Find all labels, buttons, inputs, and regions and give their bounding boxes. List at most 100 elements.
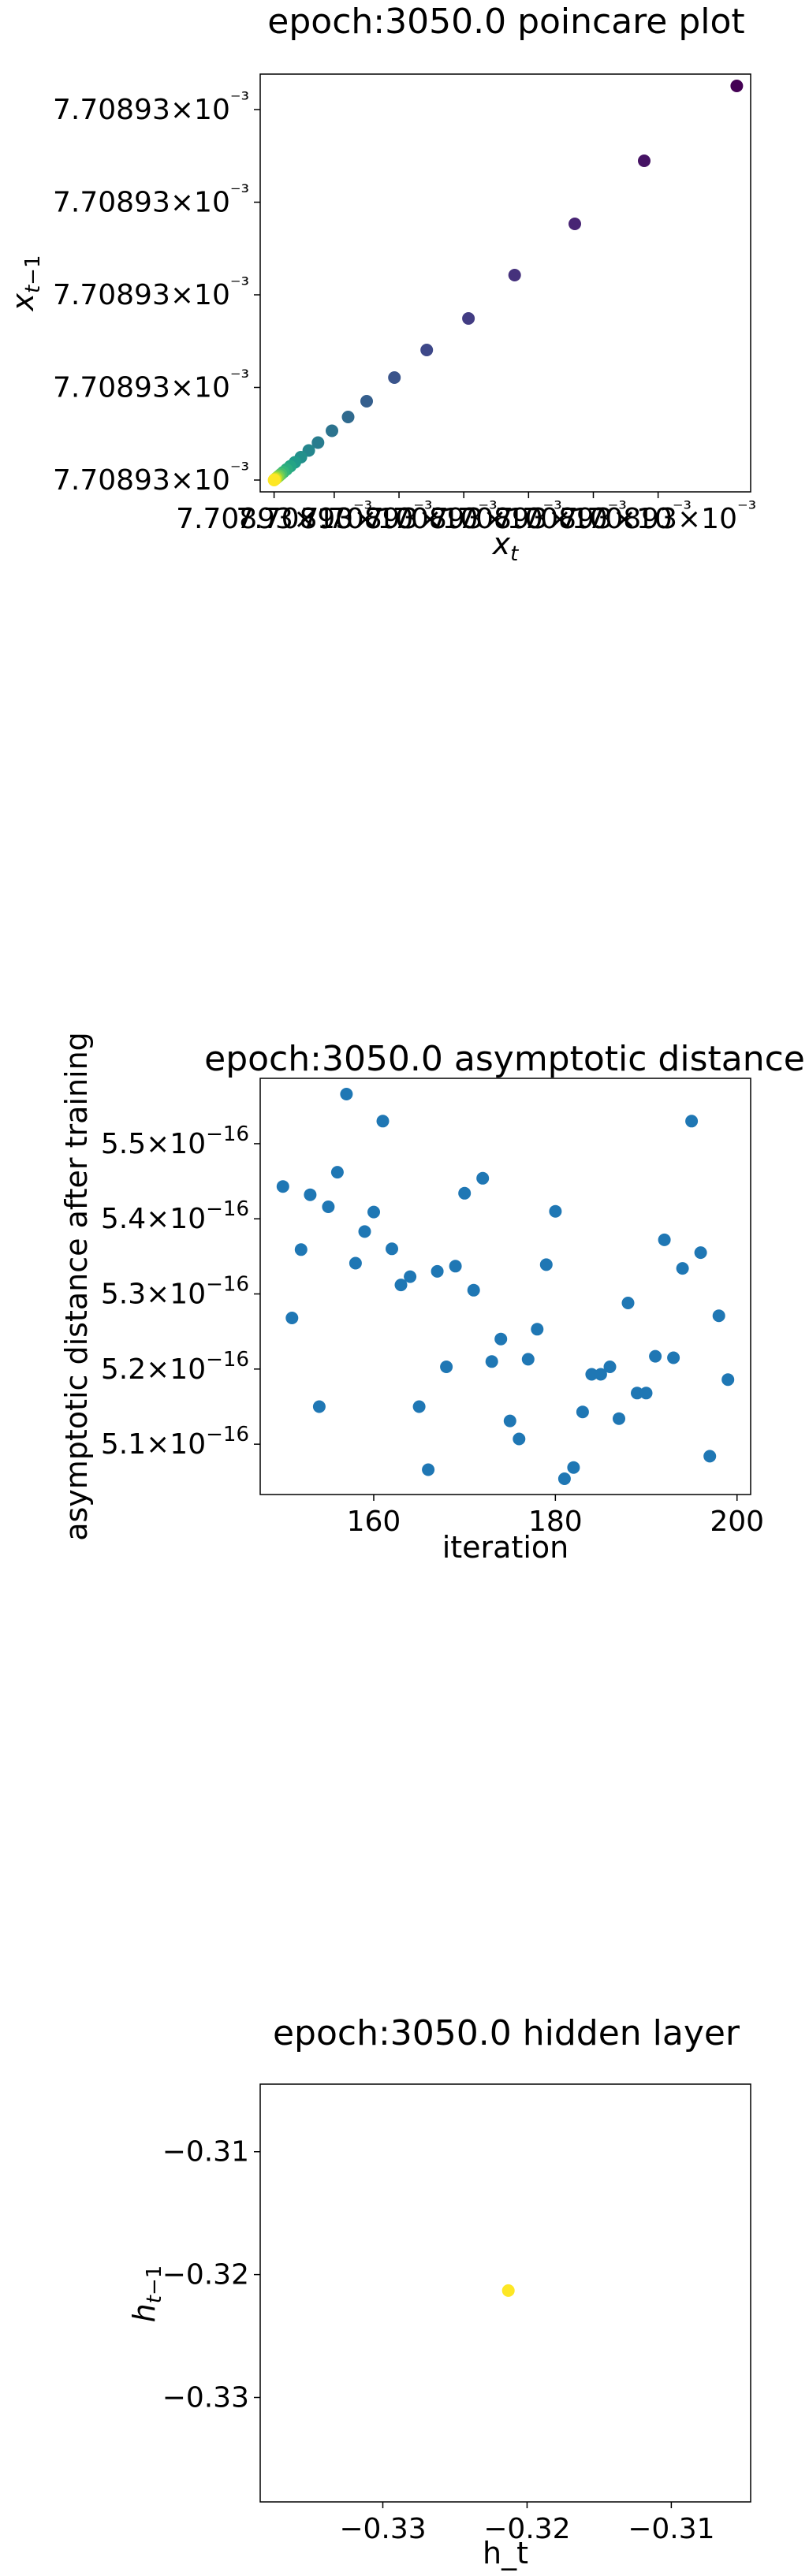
- poincare-point: [267, 474, 281, 486]
- poincare-point: [730, 80, 744, 92]
- asymptotic-distance-x-tick-label: 200: [710, 1506, 764, 1538]
- hidden-layer-y-tick-label: −0.32: [162, 2259, 249, 2291]
- poincare-y-tick-label: 7.70893×10⁻³: [53, 88, 249, 126]
- asymptotic-distance-point: [476, 1171, 490, 1185]
- poincare-x-tick-label: 7.70893×10⁻³: [176, 497, 372, 535]
- asymptotic-distance-point: [494, 1332, 508, 1346]
- poincare-point: [508, 269, 521, 281]
- hidden-layer-points: [501, 2284, 515, 2297]
- asymptotic-distance-point: [539, 1258, 553, 1271]
- asymptotic-distance-point: [667, 1351, 680, 1364]
- hidden-layer-y-ticks: −0.31 −0.32 −0.33: [162, 2136, 260, 2414]
- asymptotic-distance-point: [340, 1088, 353, 1100]
- asymptotic-distance-y-tick-label: 5.4×10−16: [101, 1197, 249, 1235]
- asymptotic-distance-point: [513, 1432, 526, 1446]
- asymptotic-distance-y-tick-label: 5.1×10−16: [101, 1423, 249, 1461]
- asymptotic-distance-point: [330, 1166, 344, 1179]
- asymptotic-distance-point: [376, 1115, 390, 1128]
- poincare-point: [420, 344, 434, 356]
- poincare-x-tick-label: 7.70893×10⁻³: [495, 497, 692, 535]
- asymptotic-distance-point: [467, 1283, 480, 1297]
- asymptotic-distance-y-axis-label: asymptotic distance after training: [59, 1032, 94, 1541]
- asymptotic-distance-point: [721, 1373, 735, 1387]
- poincare-point: [341, 411, 355, 423]
- poincare-point: [360, 395, 373, 408]
- asymptotic-distance-point: [703, 1450, 717, 1463]
- poincare-y-ticks: 7.70893×10⁻³ 7.70893×10⁻³ 7.70893×10⁻³ 7.70…: [53, 88, 260, 497]
- poincare-plot-panel: epoch:3050.0 poincare plot 7.70893×10⁻³7…: [6, 2, 756, 566]
- asymptotic-distance-point: [658, 1233, 671, 1246]
- asymptotic-distance-point: [422, 1463, 435, 1476]
- asymptotic-distance-point: [304, 1188, 317, 1201]
- hidden-layer-x-tick-label: −0.33: [339, 2513, 426, 2545]
- asymptotic-distance-point: [312, 1400, 326, 1413]
- asymptotic-distance-point: [639, 1387, 653, 1400]
- asymptotic-distance-x-tick-label: 160: [347, 1506, 401, 1538]
- asymptotic-distance-point: [567, 1461, 580, 1474]
- hidden-layer-panel: epoch:3050.0 hidden layer −0.31 −0.32 −0.3…: [127, 2013, 751, 2570]
- poincare-x-tick-label: 7.70893×10⁻³: [301, 497, 498, 535]
- asymptotic-distance-point: [431, 1264, 444, 1278]
- poincare-y-tick-label: 7.70893×10⁻³: [53, 459, 249, 497]
- poincare-x-tick-label: 7.70893×10⁻³: [431, 497, 627, 535]
- asymptotic-distance-point: [594, 1368, 607, 1381]
- asymptotic-distance-x-ticks: 160 180 200: [347, 1495, 764, 1538]
- asymptotic-distance-point: [576, 1405, 589, 1419]
- poincare-points: [267, 80, 744, 486]
- asymptotic-distance-point: [521, 1353, 535, 1366]
- poincare-point: [311, 436, 325, 449]
- hidden-layer-x-ticks: −0.33 −0.32 −0.31: [339, 2502, 715, 2545]
- asymptotic-distance-point: [404, 1270, 417, 1283]
- asymptotic-distance-point: [440, 1361, 453, 1373]
- asymptotic-distance-y-tick-label: 5.5×10−16: [101, 1122, 249, 1160]
- asymptotic-distance-point: [503, 1414, 516, 1428]
- asymptotic-distance-point: [449, 1260, 462, 1273]
- poincare-y-tick-label: 7.70893×10⁻³: [53, 367, 249, 404]
- asymptotic-distance-point: [367, 1205, 380, 1219]
- poincare-x-tick-label: 7.70893×10⁻³: [236, 497, 432, 535]
- asymptotic-distance-point: [676, 1262, 689, 1275]
- asymptotic-distance-point: [557, 1472, 571, 1485]
- asymptotic-distance-point: [412, 1400, 426, 1413]
- poincare-x-axis-label: xt: [492, 527, 520, 566]
- asymptotic-distance-point: [349, 1256, 362, 1270]
- hidden-layer-y-tick-label: −0.31: [162, 2136, 249, 2168]
- asymptotic-distance-y-tick-label: 5.3×10−16: [101, 1273, 249, 1311]
- asymptotic-distance-title: epoch:3050.0 asymptotic distance: [204, 1039, 805, 1079]
- asymptotic-distance-point: [694, 1246, 707, 1260]
- asymptotic-distance-point: [621, 1297, 635, 1309]
- poincare-point: [569, 218, 581, 230]
- hidden-layer-y-axis-label: ht−1: [127, 2265, 166, 2323]
- asymptotic-distance-point: [294, 1243, 308, 1256]
- asymptotic-distance-plot-area: [259, 1078, 751, 1495]
- asymptotic-distance-panel: epoch:3050.0 asymptotic distance 5.1×10−…: [59, 1032, 805, 1565]
- asymptotic-distance-y-tick-label: 5.2×10−16: [101, 1348, 249, 1386]
- hidden-layer-point: [501, 2284, 515, 2297]
- asymptotic-distance-point: [358, 1225, 371, 1238]
- poincare-point: [388, 371, 401, 384]
- poincare-y-tick-label: 7.70893×10⁻³: [53, 181, 249, 219]
- asymptotic-distance-y-ticks: 5.1×10−16 5.2×10−16 5.3×10−16 5.4×10−16 5.5×…: [101, 1122, 260, 1461]
- asymptotic-distance-point: [613, 1412, 625, 1425]
- asymptotic-distance-point: [276, 1180, 289, 1193]
- asymptotic-distance-x-tick-label: 180: [528, 1506, 583, 1538]
- asymptotic-distance-point: [285, 1312, 299, 1324]
- hidden-layer-title: epoch:3050.0 hidden layer: [273, 2013, 740, 2053]
- hidden-layer-x-axis-label: h_t: [483, 2536, 528, 2570]
- asymptotic-distance-point: [603, 1361, 617, 1373]
- asymptotic-distance-points: [276, 1088, 735, 1485]
- poincare-y-axis-label: xt−1: [6, 255, 45, 311]
- poincare-plot-area: [259, 73, 751, 493]
- asymptotic-distance-point: [685, 1115, 699, 1128]
- asymptotic-distance-point: [631, 1387, 643, 1400]
- asymptotic-distance-point: [322, 1201, 335, 1213]
- poincare-point: [326, 424, 338, 437]
- hidden-layer-plot-area: [259, 2083, 751, 2503]
- hidden-layer-x-tick-label: −0.32: [483, 2513, 570, 2545]
- asymptotic-distance-point: [549, 1204, 562, 1218]
- asymptotic-distance-point: [585, 1368, 598, 1381]
- poincare-point: [462, 312, 475, 325]
- asymptotic-distance-point: [712, 1309, 725, 1323]
- asymptotic-distance-point: [531, 1323, 544, 1336]
